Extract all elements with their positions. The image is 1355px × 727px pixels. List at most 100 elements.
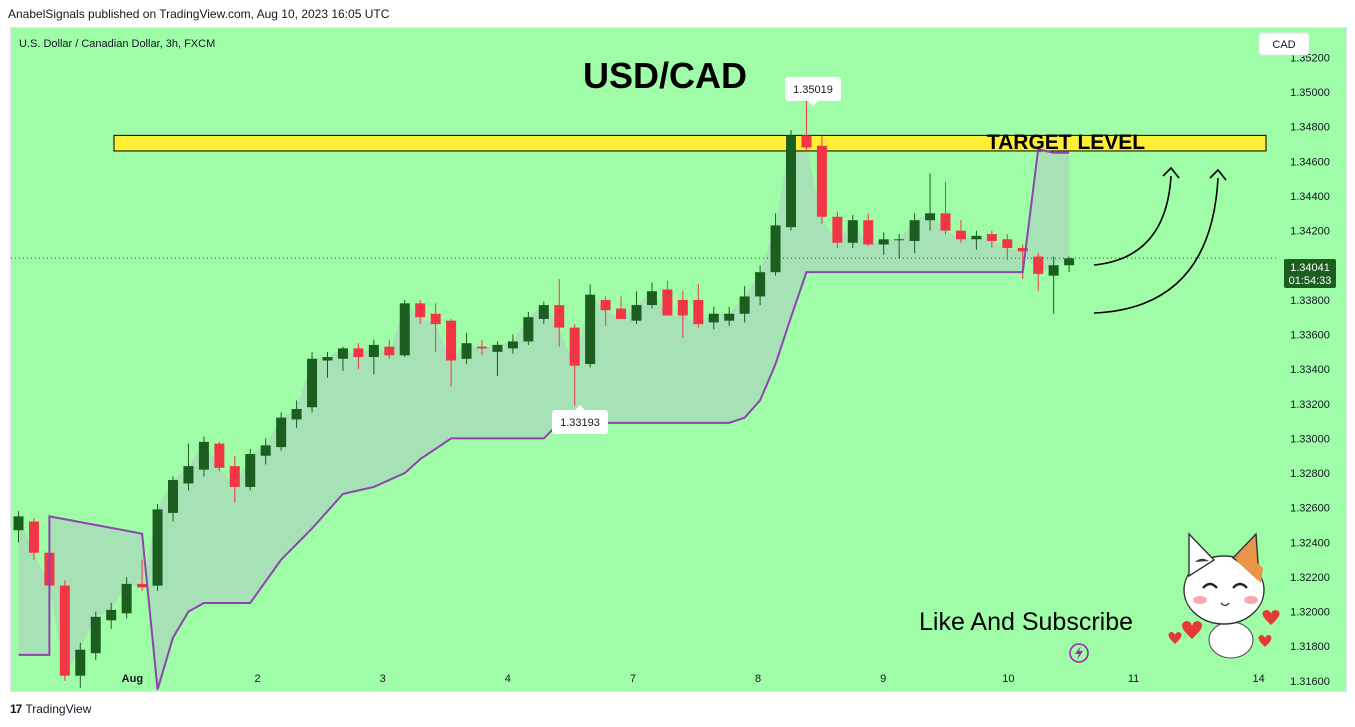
candle[interactable]	[90, 611, 101, 661]
candle[interactable]	[832, 211, 843, 248]
candle[interactable]	[121, 576, 132, 619]
candle[interactable]	[909, 213, 920, 254]
candle-body	[492, 344, 503, 352]
candle[interactable]	[106, 602, 117, 629]
candle[interactable]	[894, 234, 905, 259]
candle-body	[152, 509, 163, 586]
candle-body	[75, 649, 86, 676]
candle[interactable]	[646, 282, 657, 309]
candle[interactable]	[708, 306, 719, 330]
candle[interactable]	[322, 351, 333, 378]
candle[interactable]	[786, 130, 796, 231]
candle-body	[507, 341, 518, 349]
candle[interactable]	[477, 339, 487, 356]
candle[interactable]	[446, 318, 457, 387]
candle[interactable]	[1033, 253, 1044, 292]
candle[interactable]	[677, 291, 688, 338]
publish-info: AnabelSignals published on TradingView.c…	[8, 7, 390, 21]
candle[interactable]	[940, 182, 951, 235]
candle[interactable]	[955, 220, 966, 243]
candle[interactable]	[693, 284, 704, 328]
candle[interactable]	[739, 286, 750, 323]
candle[interactable]	[585, 284, 596, 368]
candle[interactable]	[662, 280, 673, 316]
candle[interactable]	[353, 343, 364, 370]
candle[interactable]	[198, 436, 209, 477]
candle[interactable]	[523, 312, 534, 345]
candle[interactable]	[724, 306, 735, 326]
candle-body	[863, 220, 874, 245]
candle[interactable]	[430, 303, 441, 352]
candle-body	[677, 299, 688, 316]
candle[interactable]	[214, 441, 225, 472]
candle[interactable]	[59, 580, 70, 681]
candle[interactable]	[507, 334, 518, 354]
candle[interactable]	[28, 518, 39, 560]
candle[interactable]	[986, 230, 997, 248]
candle[interactable]	[847, 215, 858, 248]
arrow-head-1-icon	[1162, 166, 1180, 179]
candle-body	[384, 346, 395, 356]
y-tick-label: 1.33000	[1290, 433, 1330, 445]
tradingview-logo-icon[interactable]: 17	[10, 702, 22, 716]
currency-label[interactable]: CAD	[1272, 39, 1295, 51]
candle[interactable]	[384, 339, 395, 359]
candle[interactable]	[755, 265, 766, 306]
candle[interactable]	[183, 443, 194, 491]
high-callout: 1.35019	[785, 77, 841, 106]
y-tick-label: 1.31800	[1290, 641, 1330, 653]
candle[interactable]	[971, 230, 982, 250]
candle[interactable]	[368, 339, 379, 375]
candle[interactable]	[291, 400, 302, 429]
candle[interactable]	[307, 351, 318, 413]
candle[interactable]	[461, 332, 472, 364]
footer-brand[interactable]: TradingView	[25, 702, 92, 716]
candle[interactable]	[75, 642, 86, 688]
candle[interactable]	[492, 341, 503, 377]
candle[interactable]	[616, 296, 627, 319]
candle[interactable]	[399, 299, 410, 358]
candlestick-chart[interactable]: USD/CAD U.S. Dollar / Canadian Dollar, 3…	[11, 28, 1347, 692]
candle-body	[198, 441, 209, 470]
candle[interactable]	[137, 559, 148, 591]
y-tick-label: 1.32000	[1290, 607, 1330, 619]
candle[interactable]	[13, 511, 24, 543]
target-zone[interactable]	[113, 134, 1267, 152]
candle[interactable]	[1064, 256, 1075, 273]
candle-body	[461, 343, 472, 359]
candle[interactable]	[337, 346, 348, 371]
candle[interactable]	[229, 455, 240, 503]
candle-body	[1033, 256, 1044, 274]
candle[interactable]	[276, 412, 287, 451]
candle[interactable]	[538, 301, 549, 325]
candle-body	[925, 213, 936, 221]
candle[interactable]	[415, 299, 426, 325]
stop-band-layer	[18, 135, 1070, 690]
candle[interactable]	[245, 448, 256, 491]
y-tick-label: 1.33400	[1290, 364, 1330, 376]
candle[interactable]	[152, 504, 163, 591]
candle-body	[168, 479, 178, 513]
chart-frame[interactable]: USD/CAD U.S. Dollar / Canadian Dollar, 3…	[10, 27, 1347, 692]
candle[interactable]	[600, 296, 611, 326]
candle[interactable]	[863, 213, 874, 247]
candles-layer[interactable]	[13, 88, 1075, 688]
candle[interactable]	[554, 279, 565, 347]
candle[interactable]	[1048, 256, 1059, 314]
candle[interactable]	[260, 438, 271, 465]
candle[interactable]	[770, 213, 781, 276]
candle[interactable]	[1017, 244, 1028, 280]
candle[interactable]	[878, 232, 889, 255]
candle-body	[847, 220, 858, 243]
candle[interactable]	[816, 135, 827, 224]
lightning-icon[interactable]	[1069, 643, 1089, 663]
candle[interactable]	[1002, 234, 1013, 261]
currency-button[interactable]: CAD	[1258, 32, 1310, 56]
candle[interactable]	[631, 291, 642, 325]
candle[interactable]	[168, 476, 178, 522]
candle[interactable]	[925, 173, 936, 231]
candle[interactable]	[569, 324, 580, 406]
x-tick-label: 4	[505, 673, 511, 685]
axes-layer: 1.352001.350001.348001.346001.344001.342…	[122, 52, 1330, 687]
candle-body	[106, 609, 117, 621]
